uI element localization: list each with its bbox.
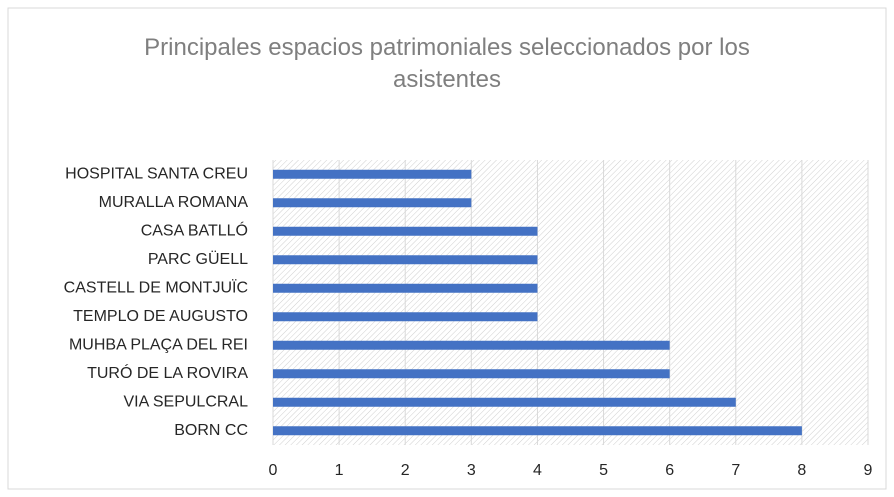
y-tick-label: HOSPITAL SANTA CREU — [65, 165, 248, 182]
x-tick-label: 5 — [599, 462, 608, 479]
x-tick-label: 3 — [467, 462, 476, 479]
bar — [273, 283, 538, 293]
y-tick-label: MURALLA ROMANA — [99, 194, 249, 211]
y-tick-label: BORN CC — [174, 422, 248, 439]
bar — [273, 340, 670, 350]
x-tick-label: 8 — [797, 462, 806, 479]
y-tick-label: VIA SEPULCRAL — [124, 393, 249, 410]
bar — [273, 169, 472, 179]
y-tick-label: CASTELL DE MONTJUÏC — [64, 278, 248, 296]
y-tick-label: TURÓ DE LA ROVIRA — [87, 363, 248, 382]
x-tick-label: 7 — [731, 462, 740, 479]
y-tick-label: MUHBA PLAÇA DEL REI — [69, 336, 248, 353]
x-tick-label: 6 — [665, 462, 674, 479]
plot-area — [273, 160, 868, 445]
bar — [273, 312, 538, 322]
bar — [273, 397, 736, 407]
x-tick-label: 0 — [269, 462, 278, 479]
x-tick-label: 9 — [864, 462, 873, 479]
y-tick-label: TEMPLO DE AUGUSTO — [73, 308, 248, 325]
bar — [273, 255, 538, 265]
y-tick-label: PARC GÜELL — [148, 250, 248, 268]
bar — [273, 198, 472, 208]
y-tick-label: CASA BATLLÓ — [141, 220, 248, 239]
x-tick-label: 4 — [533, 462, 542, 479]
bar — [273, 426, 802, 436]
x-tick-label: 2 — [401, 462, 410, 479]
chart-title: Principales espacios patrimoniales selec… — [144, 34, 750, 93]
bar — [273, 369, 670, 379]
x-tick-label: 1 — [335, 462, 344, 479]
bar — [273, 226, 538, 236]
